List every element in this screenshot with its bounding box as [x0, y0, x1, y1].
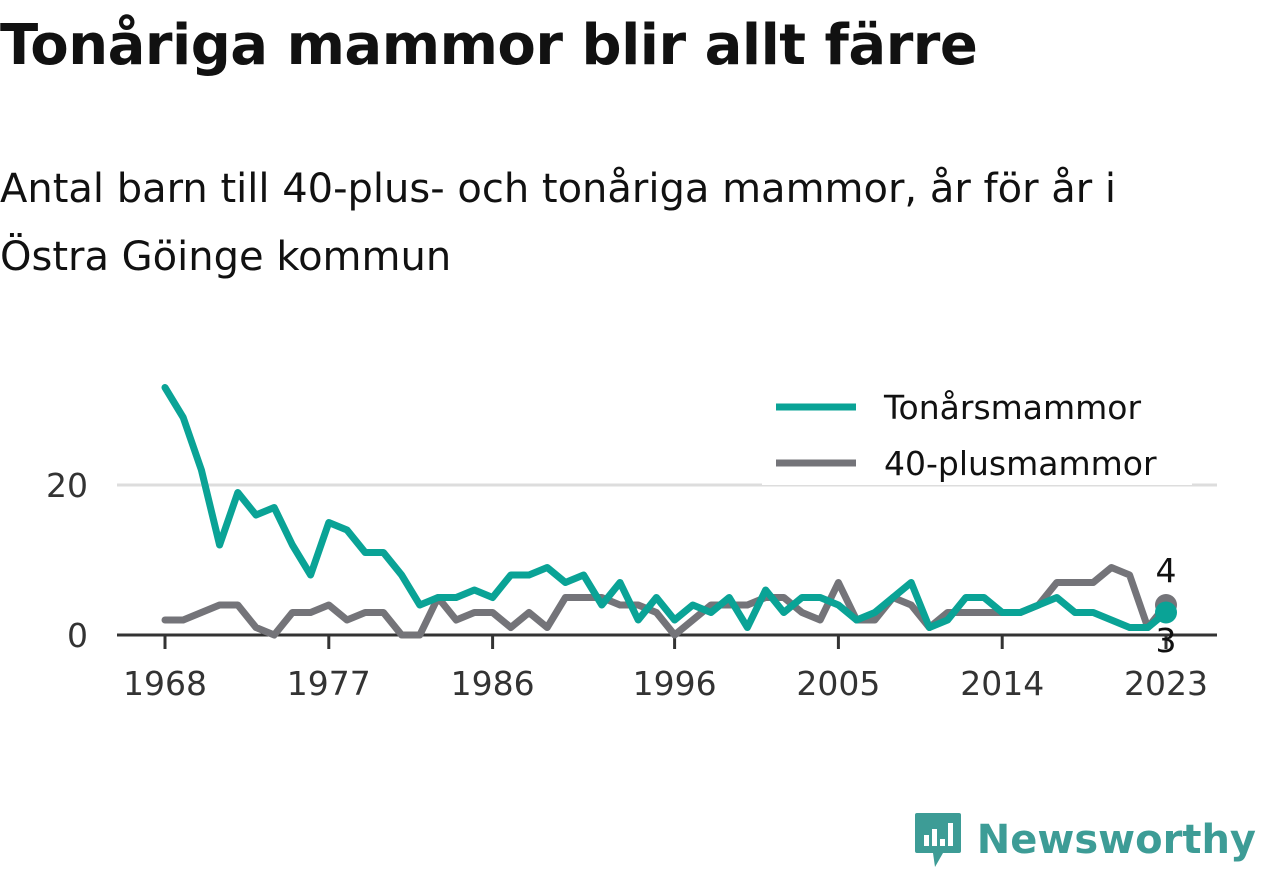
newsworthy-brand: Newsworthy [913, 811, 1256, 869]
legend-label: 40-plusmammor [884, 444, 1157, 483]
chart-subtitle: Antal barn till 40-plus- och tonåriga ma… [0, 166, 1117, 280]
legend-background [762, 385, 1192, 485]
series-line-40-plusmammor [161, 564, 1170, 639]
x-tick-label: 1977 [287, 664, 371, 703]
legend-layer: Tonårsmammor 40-plusmammor [762, 385, 1192, 485]
label-layer: 43 [1156, 551, 1177, 660]
x-tick-label: 1996 [633, 664, 717, 703]
legend-label: Tonårsmammor [883, 388, 1141, 427]
series-line-tonarsmammor [161, 384, 1170, 631]
chart-title: Tonåriga mammor blir allt färre [0, 13, 978, 78]
newsworthy-logo-icon [914, 813, 961, 867]
y-tick-label: 20 [46, 466, 88, 505]
x-tick-label: 1986 [451, 664, 535, 703]
axis-layer: 0 20 1968 1977 1986 1996 2005 2014 2023 [46, 466, 1217, 703]
x-tick-label: 1968 [123, 664, 207, 703]
end-label-40-plusmammor: 4 [1156, 551, 1177, 590]
end-point-tonarsmammor [1155, 601, 1177, 624]
x-tick-label: 2005 [796, 664, 880, 703]
end-label-tonarsmammor: 3 [1156, 621, 1177, 660]
brand-name: Newsworthy [976, 817, 1256, 863]
series-layer [161, 384, 1177, 639]
x-tick-label: 2023 [1124, 664, 1208, 703]
x-tick-label: 2014 [960, 664, 1044, 703]
y-tick-label: 0 [67, 616, 88, 655]
